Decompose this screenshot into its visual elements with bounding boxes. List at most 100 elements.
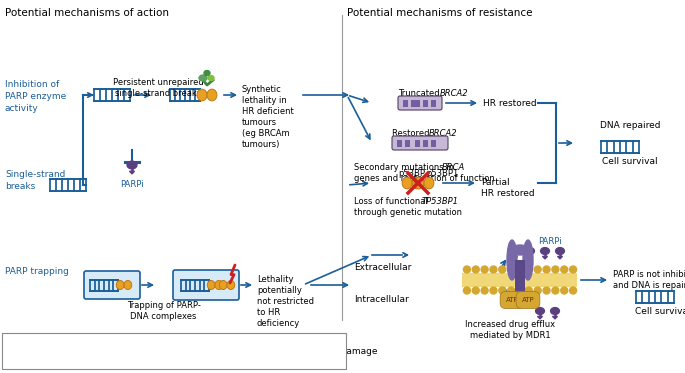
Circle shape [481, 287, 488, 294]
Circle shape [499, 266, 506, 273]
Bar [416, 100, 421, 107]
Polygon shape [543, 256, 547, 259]
Text: Partial
HR restored: Partial HR restored [481, 178, 534, 198]
Ellipse shape [227, 280, 235, 289]
Text: Poly ADP ribosylation: Poly ADP ribosylation [200, 347, 296, 355]
Circle shape [569, 287, 577, 294]
Text: Secondary mutations in: Secondary mutations in [354, 163, 457, 172]
Bar [423, 140, 429, 147]
Bar [416, 140, 421, 147]
Bar [432, 100, 436, 107]
Text: Cell survival: Cell survival [635, 307, 685, 316]
Text: Truncated: Truncated [398, 89, 443, 98]
Ellipse shape [186, 354, 192, 359]
Circle shape [534, 266, 541, 273]
Text: Potential mechanisms of action: Potential mechanisms of action [5, 8, 169, 18]
Ellipse shape [204, 70, 210, 75]
Ellipse shape [525, 248, 534, 254]
Circle shape [561, 266, 568, 273]
Text: DNA damage: DNA damage [318, 347, 377, 355]
Text: genes and restoration of function: genes and restoration of function [354, 174, 495, 183]
Text: PARP is not inhibited
and DNA is repaired: PARP is not inhibited and DNA is repaire… [613, 270, 685, 290]
Circle shape [464, 287, 471, 294]
Ellipse shape [536, 308, 545, 314]
Text: Cell survival: Cell survival [602, 157, 658, 166]
Circle shape [516, 287, 523, 294]
Ellipse shape [208, 280, 215, 289]
Text: Increased drug efflux
mediated by MDR1: Increased drug efflux mediated by MDR1 [465, 320, 555, 340]
Ellipse shape [511, 245, 529, 255]
Text: ATP: ATP [506, 297, 519, 303]
FancyBboxPatch shape [392, 136, 448, 150]
Circle shape [508, 287, 514, 294]
Circle shape [561, 287, 568, 294]
Ellipse shape [17, 347, 25, 355]
Circle shape [490, 287, 497, 294]
Bar [397, 140, 403, 147]
Ellipse shape [551, 308, 560, 314]
Text: Trapping of PARP-
DNA complexes: Trapping of PARP- DNA complexes [127, 301, 201, 321]
Text: Synthetic
lethality in
HR deficient
tumours
(eg BRCAm
tumours): Synthetic lethality in HR deficient tumo… [242, 85, 294, 150]
Ellipse shape [197, 89, 207, 101]
Ellipse shape [412, 177, 422, 189]
Ellipse shape [219, 280, 227, 289]
Circle shape [516, 266, 523, 273]
Bar [403, 100, 408, 107]
Ellipse shape [510, 248, 519, 254]
Ellipse shape [127, 161, 137, 169]
Ellipse shape [207, 89, 217, 101]
Ellipse shape [414, 177, 424, 189]
Text: p53BP1: p53BP1 [426, 169, 458, 178]
Circle shape [472, 287, 480, 294]
Circle shape [552, 287, 559, 294]
Text: BRCA: BRCA [442, 163, 465, 172]
Circle shape [569, 266, 577, 273]
Bar [515, 260, 525, 300]
Polygon shape [129, 171, 134, 174]
Text: PARPi: PARPi [120, 180, 144, 189]
FancyBboxPatch shape [173, 270, 239, 300]
Ellipse shape [402, 177, 412, 189]
Circle shape [543, 287, 550, 294]
Text: PARPi: PARPi [538, 237, 562, 246]
Ellipse shape [556, 248, 564, 254]
Bar [423, 100, 429, 107]
FancyBboxPatch shape [2, 333, 346, 369]
Polygon shape [527, 256, 532, 259]
Ellipse shape [199, 75, 207, 81]
Ellipse shape [124, 280, 132, 289]
Circle shape [464, 266, 471, 273]
Text: DNA repaired: DNA repaired [600, 121, 660, 130]
Text: Potential mechanisms of resistance: Potential mechanisms of resistance [347, 8, 532, 18]
Text: Extracellular: Extracellular [354, 263, 412, 272]
Circle shape [525, 287, 532, 294]
Text: Persistent unrepaired
single-strand breaks: Persistent unrepaired single-strand brea… [113, 78, 204, 98]
Ellipse shape [116, 280, 124, 289]
Text: p53BP: p53BP [398, 169, 425, 178]
Text: BRCA2: BRCA2 [440, 89, 469, 98]
Text: Inhibition of
PARP enzyme
activity: Inhibition of PARP enzyme activity [5, 80, 66, 113]
Polygon shape [90, 352, 95, 355]
Text: Loss of functional: Loss of functional [354, 197, 430, 206]
Circle shape [525, 266, 532, 273]
Ellipse shape [507, 240, 517, 280]
Ellipse shape [523, 240, 533, 280]
Circle shape [481, 266, 488, 273]
Text: PARP inhibitor: PARP inhibitor [104, 347, 167, 355]
Circle shape [508, 266, 514, 273]
Circle shape [534, 287, 541, 294]
Text: Restored: Restored [392, 129, 432, 138]
Polygon shape [558, 256, 562, 259]
Ellipse shape [540, 248, 549, 254]
Bar [462, 273, 577, 287]
Text: Intracellular: Intracellular [354, 295, 409, 304]
Circle shape [472, 266, 480, 273]
Ellipse shape [215, 280, 223, 289]
Text: TP53BP1: TP53BP1 [422, 197, 459, 206]
Polygon shape [553, 316, 558, 319]
Text: PARP trapping: PARP trapping [5, 267, 69, 276]
Circle shape [499, 287, 506, 294]
Ellipse shape [175, 346, 179, 351]
Text: PARP: PARP [40, 347, 62, 355]
Text: Lethality
potentially
not restricted
to HR
deficiency: Lethality potentially not restricted to … [257, 275, 314, 328]
